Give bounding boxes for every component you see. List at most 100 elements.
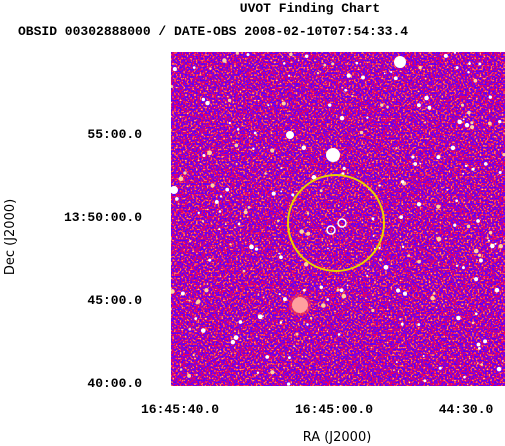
faint-star bbox=[192, 66, 196, 69]
faint-star bbox=[496, 366, 502, 372]
faint-star bbox=[302, 288, 306, 292]
faint-star bbox=[380, 103, 384, 107]
faint-star bbox=[319, 285, 324, 290]
faint-star bbox=[188, 299, 191, 302]
faint-star bbox=[257, 294, 260, 296]
faint-star bbox=[270, 148, 275, 153]
faint-star bbox=[197, 211, 200, 215]
faint-star bbox=[386, 105, 389, 109]
faint-star bbox=[278, 252, 280, 255]
faint-star bbox=[416, 202, 422, 207]
faint-star bbox=[464, 164, 468, 168]
faint-star bbox=[265, 355, 270, 359]
star bbox=[394, 56, 406, 68]
faint-star bbox=[289, 52, 293, 57]
faint-star bbox=[478, 62, 482, 66]
faint-star bbox=[502, 152, 505, 157]
faint-star bbox=[243, 210, 248, 215]
faint-star bbox=[407, 254, 411, 257]
faint-star bbox=[443, 53, 448, 58]
faint-star bbox=[248, 135, 251, 138]
faint-star bbox=[487, 239, 490, 242]
faint-star bbox=[436, 236, 442, 242]
faint-star bbox=[192, 353, 195, 357]
faint-star bbox=[478, 253, 482, 257]
faint-star bbox=[378, 246, 381, 250]
faint-star bbox=[180, 291, 185, 296]
faint-star bbox=[171, 85, 174, 88]
faint-star bbox=[293, 345, 296, 348]
faint-star bbox=[306, 212, 310, 215]
faint-star bbox=[366, 274, 369, 277]
faint-star bbox=[328, 103, 332, 107]
faint-star bbox=[210, 183, 215, 188]
faint-star bbox=[466, 224, 471, 229]
star bbox=[326, 148, 340, 162]
faint-star bbox=[295, 332, 299, 336]
faint-star bbox=[303, 262, 309, 267]
faint-star bbox=[286, 382, 291, 386]
faint-star bbox=[494, 287, 500, 293]
faint-star bbox=[486, 237, 489, 240]
faint-star bbox=[416, 103, 421, 108]
faint-star bbox=[252, 147, 255, 150]
x-tick-label: 16:45:00.0 bbox=[295, 402, 373, 417]
faint-star bbox=[281, 101, 286, 106]
faint-star bbox=[306, 231, 311, 236]
faint-star bbox=[344, 88, 348, 92]
faint-star bbox=[366, 116, 369, 119]
faint-star bbox=[487, 121, 492, 126]
faint-star bbox=[254, 247, 259, 251]
faint-star bbox=[202, 153, 206, 158]
faint-star bbox=[474, 312, 478, 316]
faint-star bbox=[456, 315, 461, 321]
faint-star bbox=[470, 121, 474, 125]
faint-star bbox=[178, 176, 184, 182]
faint-star bbox=[262, 315, 264, 317]
faint-star bbox=[455, 66, 459, 70]
faint-star bbox=[271, 191, 276, 196]
faint-star bbox=[279, 321, 283, 324]
faint-star bbox=[195, 301, 199, 305]
faint-star bbox=[373, 247, 376, 250]
faint-star bbox=[453, 223, 457, 227]
faint-star bbox=[419, 162, 422, 165]
faint-star bbox=[311, 175, 317, 180]
faint-star bbox=[242, 269, 246, 273]
faint-star bbox=[276, 219, 280, 223]
faint-star bbox=[218, 228, 221, 231]
faint-star bbox=[477, 347, 481, 350]
faint-star bbox=[422, 355, 425, 357]
faint-star bbox=[321, 303, 326, 308]
faint-star bbox=[230, 339, 236, 345]
faint-star bbox=[194, 317, 198, 320]
faint-star bbox=[278, 293, 281, 296]
faint-star bbox=[371, 308, 375, 313]
faint-star bbox=[301, 145, 307, 151]
faint-star bbox=[399, 318, 402, 321]
faint-star bbox=[227, 98, 232, 103]
faint-star bbox=[208, 258, 212, 262]
faint-star bbox=[371, 217, 375, 221]
faint-star bbox=[436, 155, 441, 160]
faint-star bbox=[361, 75, 365, 80]
faint-star bbox=[280, 190, 283, 193]
faint-star bbox=[498, 120, 502, 124]
faint-star bbox=[183, 171, 187, 175]
faint-star bbox=[436, 204, 441, 209]
faint-star bbox=[224, 223, 227, 225]
subtitle: OBSID 00302888000 / DATE-OBS 2008-02-10T… bbox=[18, 24, 408, 39]
faint-star bbox=[337, 333, 341, 336]
faint-star bbox=[468, 62, 471, 65]
faint-star bbox=[498, 171, 502, 175]
faint-star bbox=[423, 379, 427, 383]
faint-star bbox=[188, 327, 192, 331]
faint-star bbox=[455, 264, 459, 267]
faint-star bbox=[488, 95, 493, 99]
faint-star bbox=[319, 189, 323, 193]
faint-star bbox=[438, 366, 442, 370]
faint-star bbox=[309, 316, 313, 320]
faint-star bbox=[267, 104, 270, 107]
faint-star bbox=[417, 259, 421, 264]
